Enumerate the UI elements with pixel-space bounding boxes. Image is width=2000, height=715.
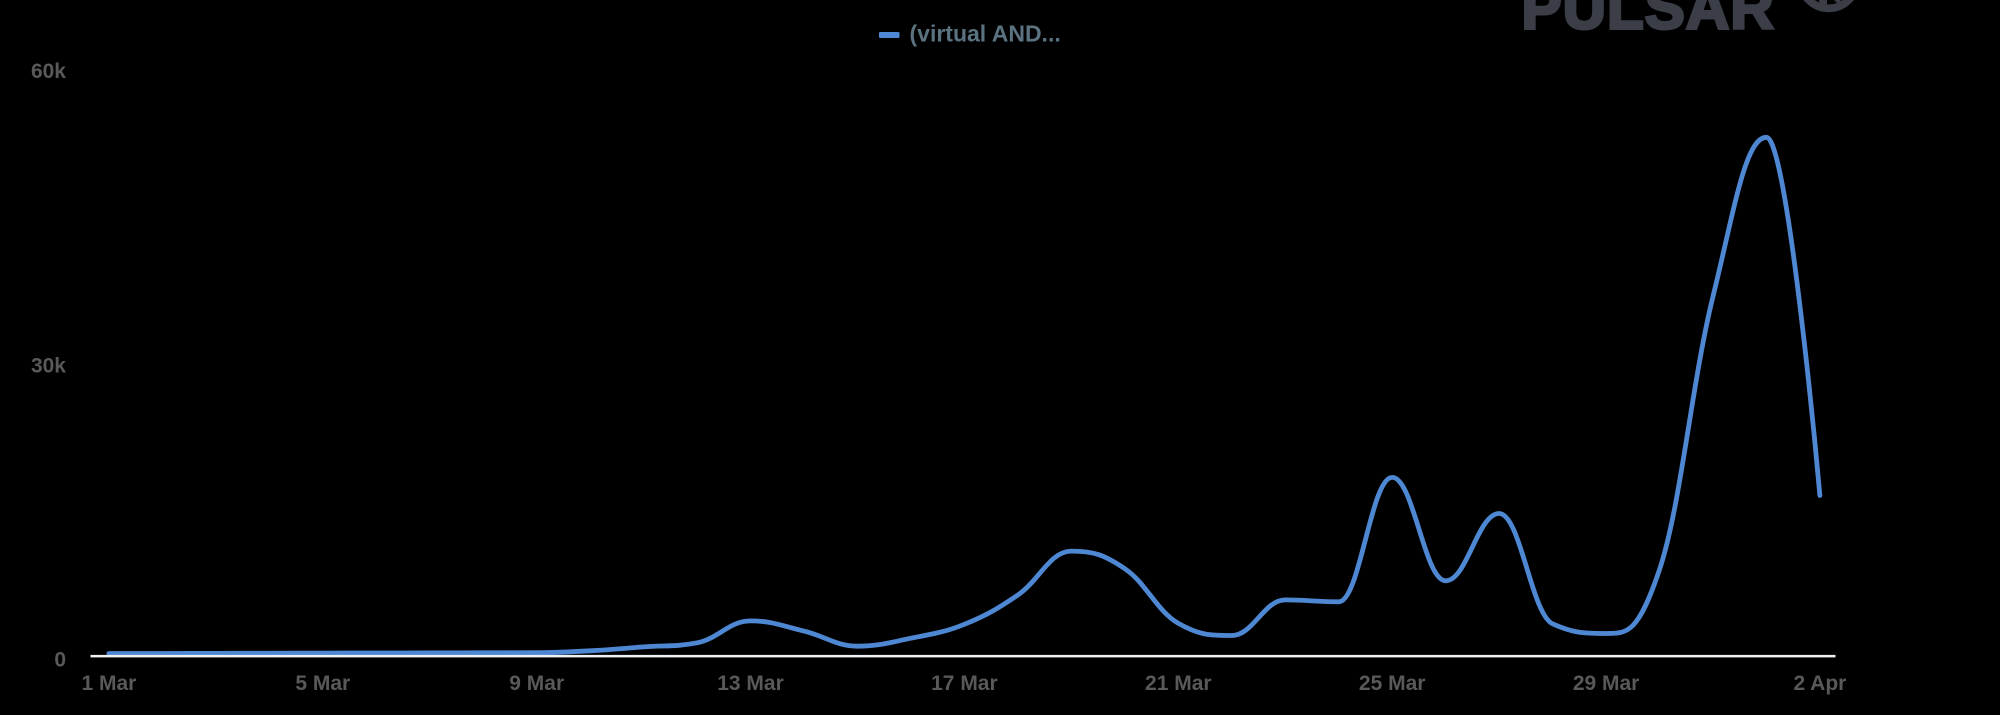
- svg-text:5 Mar: 5 Mar: [295, 672, 350, 695]
- svg-text:25 Mar: 25 Mar: [1359, 672, 1426, 695]
- svg-text:13 Mar: 13 Mar: [717, 672, 784, 695]
- svg-text:(virtual AND...: (virtual AND...: [910, 21, 1061, 47]
- svg-text:9 Mar: 9 Mar: [509, 672, 564, 695]
- svg-text:1 Mar: 1 Mar: [81, 672, 136, 695]
- svg-text:PULSAR: PULSAR: [1522, 0, 1775, 42]
- svg-text:60k: 60k: [31, 60, 66, 83]
- svg-text:30k: 30k: [31, 354, 66, 377]
- svg-text:21 Mar: 21 Mar: [1145, 672, 1212, 695]
- svg-text:0: 0: [54, 648, 66, 671]
- svg-text:29 Mar: 29 Mar: [1573, 672, 1640, 695]
- svg-text:17 Mar: 17 Mar: [931, 672, 998, 695]
- svg-text:2 Apr: 2 Apr: [1793, 672, 1846, 695]
